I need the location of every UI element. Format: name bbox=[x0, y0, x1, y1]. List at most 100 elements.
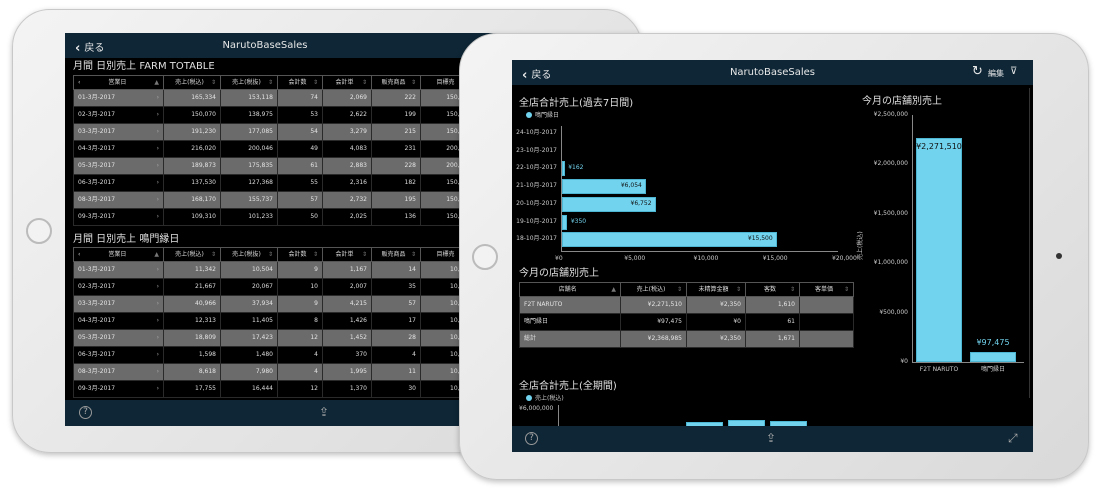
cell-value: 2,732 bbox=[349, 196, 367, 203]
table-row[interactable]: › 06-3月-2017 137,530 127,368 55 2,316 182 150,0… bbox=[73, 174, 536, 192]
column-header[interactable]: ⇕ 売上(税抜) bbox=[220, 75, 278, 90]
help-icon[interactable]: ? bbox=[79, 406, 92, 419]
table2-title: 月間 日別売上 鳴門縁日 bbox=[73, 234, 180, 245]
sort-icon[interactable]: ⇕ bbox=[361, 78, 367, 86]
chevron-right-icon[interactable]: › bbox=[156, 128, 159, 135]
y-tick-label: 18-10月-2017 bbox=[516, 235, 557, 243]
bar[interactable] bbox=[562, 214, 567, 230]
cell-value: 150,000 bbox=[446, 213, 471, 220]
column-header[interactable]: ⇕ 客単価 bbox=[799, 282, 854, 297]
expand-icon[interactable]: ⤢ bbox=[1008, 431, 1018, 445]
table-row[interactable]: 鳴門縁日 ¥97,475 ¥0 61 bbox=[519, 313, 854, 331]
cell: 1,480 bbox=[220, 346, 278, 364]
sort-asc-icon[interactable]: ▲ bbox=[154, 78, 159, 86]
sort-icon[interactable]: ⇕ bbox=[410, 78, 416, 86]
column-header[interactable]: ‹ ▲ 営業日 bbox=[73, 247, 164, 262]
column-header[interactable]: ⇕ 会計単 bbox=[322, 247, 372, 262]
cell-value: 3,279 bbox=[349, 128, 367, 135]
column-label: 客数 bbox=[763, 285, 776, 293]
cell-value: 12 bbox=[310, 385, 318, 392]
bar[interactable] bbox=[562, 179, 646, 195]
sort-icon[interactable]: ⇕ bbox=[210, 250, 216, 258]
column-header[interactable]: ▲ 店舗名 bbox=[519, 282, 621, 297]
chevron-right-icon[interactable]: › bbox=[156, 300, 159, 307]
cell: 53 bbox=[277, 106, 323, 124]
chevron-right-icon[interactable]: › bbox=[156, 385, 159, 392]
home-button[interactable] bbox=[26, 218, 52, 244]
sort-icon[interactable]: ⇕ bbox=[210, 78, 216, 86]
chevron-right-icon[interactable]: › bbox=[156, 94, 159, 101]
table-row[interactable]: F2T NARUTO ¥2,271,510 ¥2,350 1,610 bbox=[519, 296, 854, 314]
chevron-left-icon[interactable]: ‹ bbox=[78, 78, 81, 86]
bar[interactable] bbox=[562, 196, 656, 212]
chevron-left-icon[interactable]: ‹ bbox=[78, 250, 81, 258]
cell: 165,334 bbox=[163, 89, 221, 107]
column-header[interactable]: ⇕ 売上(税込) bbox=[163, 75, 221, 90]
help-icon[interactable]: ? bbox=[525, 432, 538, 445]
share-icon[interactable]: ⇪ bbox=[319, 405, 330, 419]
bar[interactable] bbox=[916, 137, 962, 362]
sort-icon[interactable]: ⇕ bbox=[676, 285, 682, 293]
table-row[interactable]: 総計 ¥2,368,985 ¥2,350 1,671 bbox=[519, 330, 854, 348]
bar[interactable] bbox=[562, 161, 565, 177]
back-button[interactable]: ‹ 戻る bbox=[522, 66, 551, 83]
home-button[interactable] bbox=[472, 244, 498, 270]
refresh-icon[interactable]: ↻ bbox=[972, 64, 983, 79]
x-axis bbox=[912, 362, 1024, 363]
sort-icon[interactable]: ⇕ bbox=[789, 285, 795, 293]
chevron-right-icon[interactable]: › bbox=[156, 266, 159, 273]
cell: 10,504 bbox=[220, 261, 278, 279]
column-header[interactable]: ⇕ 売上(税込) bbox=[163, 247, 221, 262]
sort-icon[interactable]: ⇕ bbox=[312, 250, 318, 258]
sort-asc-icon[interactable]: ▲ bbox=[611, 285, 616, 293]
column-label: 売上(税込) bbox=[175, 78, 204, 86]
edit-button[interactable]: 編集 bbox=[988, 69, 1004, 78]
column-header[interactable]: ⇕ 客数 bbox=[745, 282, 800, 297]
cell-value: 8,618 bbox=[198, 368, 216, 375]
column-header[interactable]: ⇕ 会計数 bbox=[277, 75, 323, 90]
sort-icon[interactable]: ⇕ bbox=[361, 250, 367, 258]
column-label: 売上(税込) bbox=[636, 285, 666, 293]
cell: 10 bbox=[277, 278, 323, 296]
date-cell: › 05-3月-2017 bbox=[73, 329, 164, 347]
chevron-right-icon[interactable]: › bbox=[156, 368, 159, 375]
sort-icon[interactable]: ⇕ bbox=[267, 250, 273, 258]
chevron-right-icon[interactable]: › bbox=[156, 213, 159, 220]
chevron-right-icon[interactable]: › bbox=[156, 317, 159, 324]
column-header[interactable]: ⇕ 販売商品 bbox=[371, 247, 421, 262]
chevron-right-icon[interactable]: › bbox=[156, 145, 159, 152]
sort-icon[interactable]: ⇕ bbox=[410, 250, 416, 258]
column-header[interactable]: ⇕ 売上(税抜) bbox=[220, 247, 278, 262]
column-header[interactable]: ⇕ 販売商品 bbox=[371, 75, 421, 90]
chevron-right-icon[interactable]: › bbox=[156, 111, 159, 118]
y-tick-label: 22-10月-2017 bbox=[516, 164, 557, 172]
bar[interactable] bbox=[970, 352, 1016, 362]
chevron-right-icon[interactable]: › bbox=[156, 196, 159, 203]
column-header[interactable]: ⇕ 売上(税込) bbox=[620, 282, 687, 297]
filter-icon[interactable]: ⊽ bbox=[1010, 66, 1018, 77]
sort-icon[interactable]: ⇕ bbox=[843, 285, 849, 293]
cell-value: 37,934 bbox=[252, 300, 273, 307]
column-header[interactable]: ⇕ 未精算金額 bbox=[686, 282, 746, 297]
sort-icon[interactable]: ⇕ bbox=[267, 78, 273, 86]
cell-value: 138,975 bbox=[248, 111, 273, 118]
cell: 1,426 bbox=[322, 312, 372, 330]
bar[interactable] bbox=[562, 232, 777, 248]
back-button[interactable]: ‹ 戻る bbox=[75, 39, 104, 56]
column-header[interactable]: ‹ ▲ 営業日 bbox=[73, 75, 164, 90]
chevron-right-icon[interactable]: › bbox=[156, 179, 159, 186]
sort-icon[interactable]: ⇕ bbox=[735, 285, 741, 293]
cell: 35 bbox=[371, 278, 421, 296]
chevron-right-icon[interactable]: › bbox=[156, 351, 159, 358]
column-header[interactable]: ⇕ 会計数 bbox=[277, 247, 323, 262]
cell: 61 bbox=[745, 313, 800, 331]
chevron-right-icon[interactable]: › bbox=[156, 283, 159, 290]
column-header[interactable]: ⇕ 会計単 bbox=[322, 75, 372, 90]
chevron-right-icon[interactable]: › bbox=[156, 162, 159, 169]
sort-asc-icon[interactable]: ▲ bbox=[154, 250, 159, 258]
share-icon[interactable]: ⇪ bbox=[766, 431, 777, 445]
sort-icon[interactable]: ⇕ bbox=[312, 78, 318, 86]
chevron-right-icon[interactable]: › bbox=[156, 334, 159, 341]
